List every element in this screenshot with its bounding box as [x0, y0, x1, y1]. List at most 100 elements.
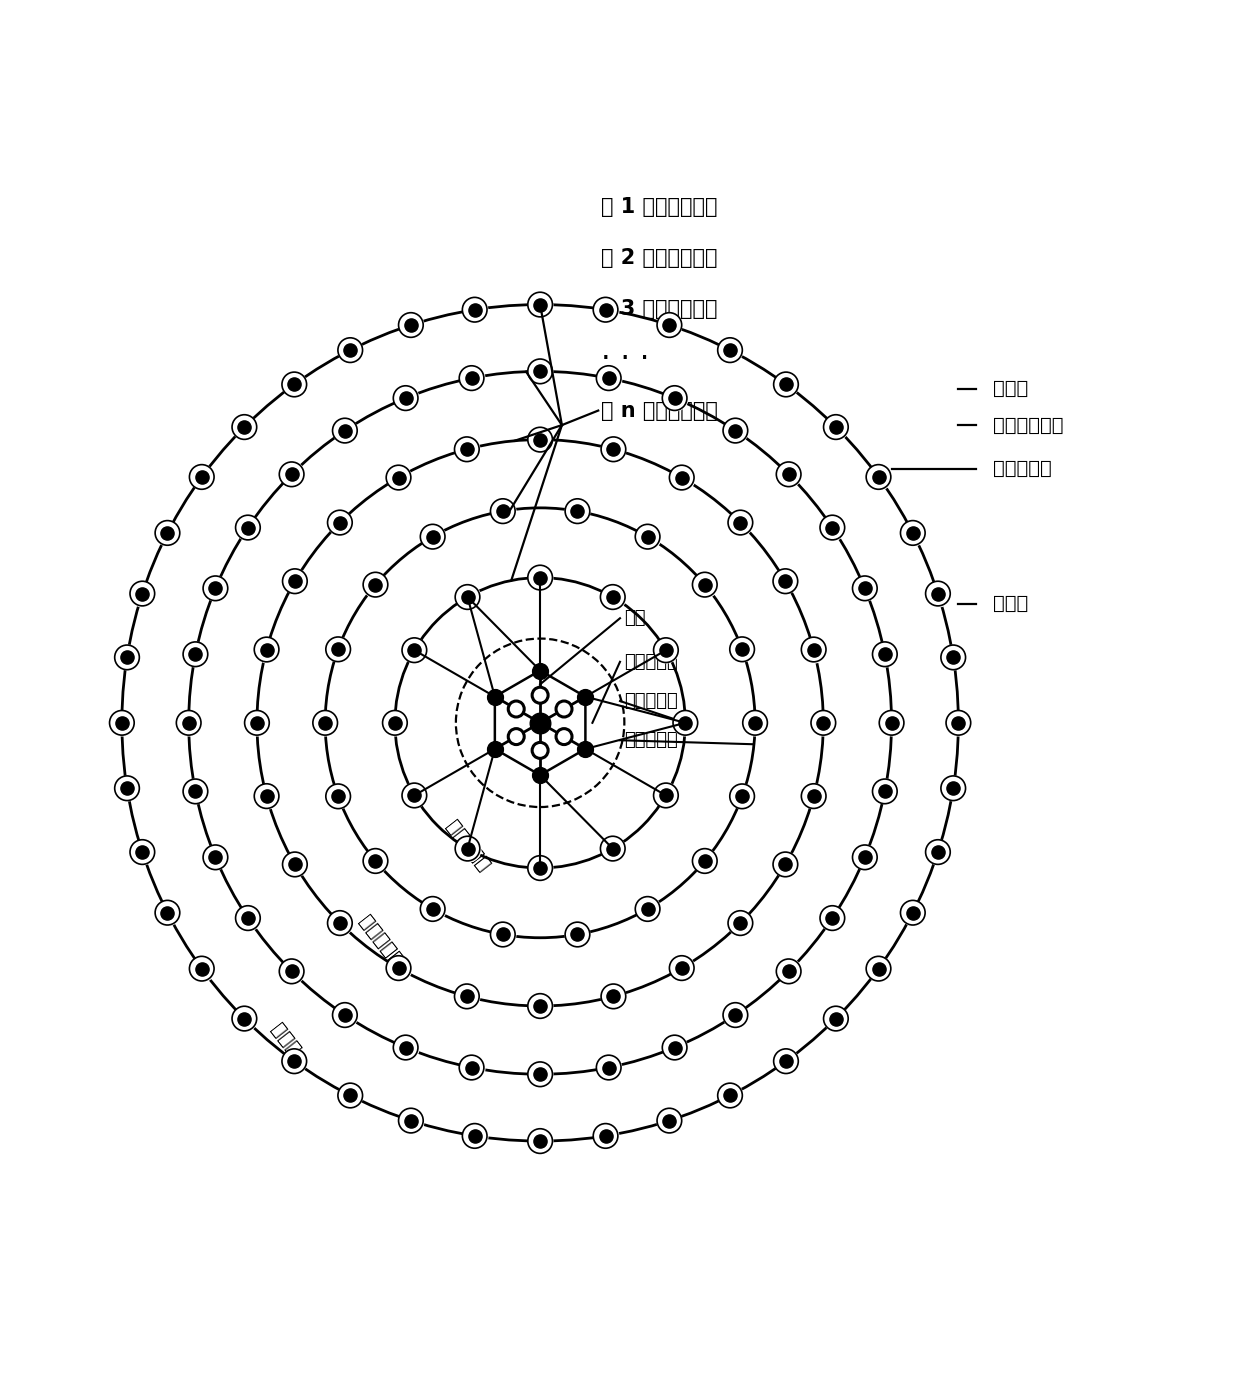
Point: [531, 659, 551, 681]
Point: [775, 854, 795, 876]
Point: [665, 387, 684, 409]
Point: [423, 898, 443, 920]
Point: [281, 463, 301, 485]
Point: [568, 924, 588, 946]
Point: [603, 838, 622, 859]
Point: [656, 640, 676, 662]
Point: [779, 463, 799, 485]
Point: [804, 785, 823, 807]
Point: [660, 1109, 680, 1131]
Point: [599, 1057, 619, 1079]
Point: [779, 960, 799, 982]
Point: [456, 986, 476, 1008]
Point: [330, 912, 350, 934]
Point: [157, 902, 177, 924]
Point: [531, 857, 551, 879]
Point: [725, 420, 745, 442]
Point: [112, 711, 131, 733]
Point: [603, 838, 622, 859]
Point: [458, 838, 477, 859]
Point: [461, 367, 481, 389]
Point: [531, 995, 551, 1017]
Point: [928, 842, 947, 864]
Point: [238, 516, 258, 538]
Point: [531, 1063, 551, 1085]
Point: [285, 570, 305, 592]
Point: [665, 387, 684, 409]
Point: [903, 902, 923, 924]
Point: [192, 958, 212, 980]
Point: [604, 986, 624, 1008]
Point: [388, 957, 408, 979]
Point: [928, 842, 947, 864]
Point: [396, 387, 415, 409]
Point: [186, 780, 206, 802]
Point: [330, 912, 350, 934]
Point: [604, 986, 624, 1008]
Point: [329, 638, 348, 660]
Point: [330, 512, 350, 534]
Point: [492, 500, 512, 522]
Point: [665, 1037, 684, 1059]
Point: [804, 785, 823, 807]
Point: [868, 958, 888, 980]
Point: [568, 500, 588, 522]
Point: [401, 1109, 420, 1131]
Point: [458, 586, 477, 608]
Point: [531, 428, 551, 450]
Point: [595, 1124, 615, 1146]
Point: [192, 465, 212, 487]
Point: [330, 512, 350, 534]
Point: [813, 711, 833, 733]
Point: [157, 902, 177, 924]
Point: [568, 924, 588, 946]
Point: [725, 1004, 745, 1026]
Point: [531, 360, 551, 382]
Point: [366, 850, 386, 872]
Point: [745, 711, 765, 733]
Point: [404, 640, 424, 662]
Point: [335, 1004, 355, 1026]
Point: [725, 420, 745, 442]
Point: [875, 644, 895, 666]
Point: [234, 416, 254, 438]
Point: [944, 777, 963, 799]
Point: [335, 420, 355, 442]
Point: [388, 467, 408, 489]
Point: [117, 777, 136, 799]
Point: [854, 577, 874, 599]
Point: [315, 711, 335, 733]
Point: [340, 1085, 360, 1107]
Point: [238, 908, 258, 930]
Point: [192, 958, 212, 980]
Point: [206, 577, 226, 599]
Point: [745, 711, 765, 733]
Point: [329, 785, 348, 807]
Point: [531, 1130, 551, 1152]
Point: [779, 960, 799, 982]
Point: [206, 846, 226, 868]
Point: [660, 314, 680, 336]
Point: [875, 644, 895, 666]
Point: [281, 960, 301, 982]
Point: [117, 647, 136, 669]
Point: [423, 526, 443, 548]
Point: [531, 1063, 551, 1085]
Point: [604, 438, 624, 460]
Point: [257, 785, 277, 807]
Point: [531, 857, 551, 879]
Point: [595, 299, 615, 321]
Point: [813, 711, 833, 733]
Point: [396, 387, 415, 409]
Point: [396, 1037, 415, 1059]
Point: [257, 785, 277, 807]
Point: [531, 1130, 551, 1152]
Point: [730, 512, 750, 534]
Point: [725, 1004, 745, 1026]
Point: [329, 638, 348, 660]
Point: [656, 640, 676, 662]
Point: [599, 1057, 619, 1079]
Point: [335, 420, 355, 442]
Point: [595, 1124, 615, 1146]
Point: [672, 467, 692, 489]
